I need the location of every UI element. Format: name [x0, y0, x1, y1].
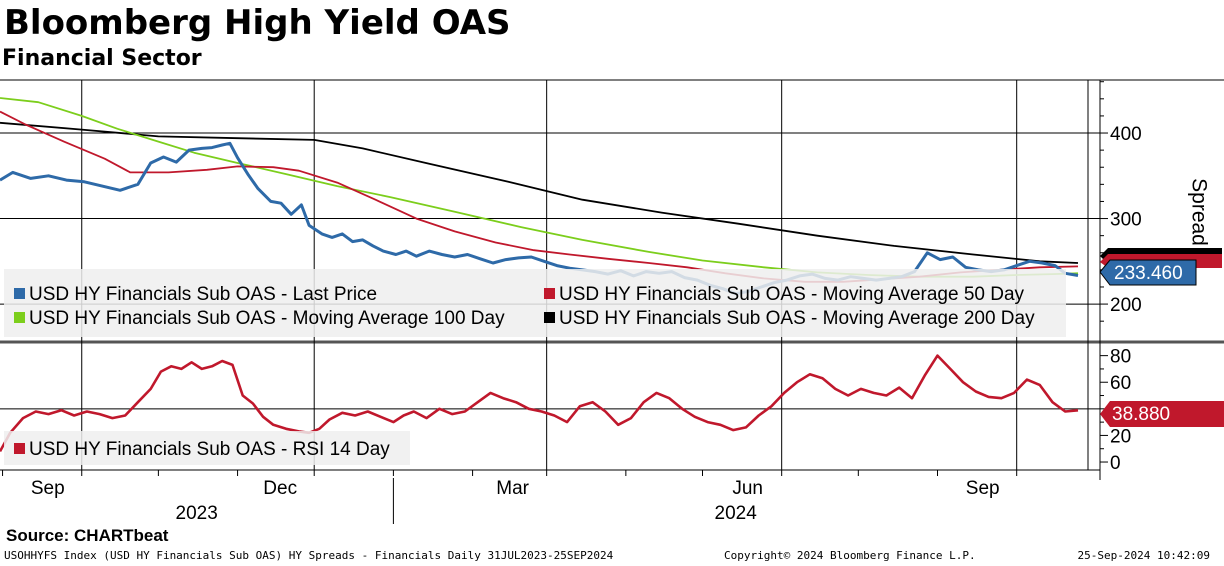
upper-legend-background — [4, 269, 1066, 337]
legend-label: USD HY Financials Sub OAS - Moving Avera… — [559, 284, 1025, 305]
rsi-tick-label: 0 — [1110, 453, 1121, 474]
legend-swatch — [544, 312, 555, 323]
legend-swatch — [14, 288, 25, 299]
footer-copyright: Copyright© 2024 Bloomberg Finance L.P. — [724, 549, 976, 562]
series-line — [0, 97, 1079, 278]
year-label-2024: 2024 — [715, 503, 758, 524]
x-tick-label: Jun — [732, 478, 763, 499]
y-tick-label: 300 — [1110, 210, 1142, 231]
series-line — [0, 354, 1079, 453]
legend-label: USD HY Financials Sub OAS - Last Price — [29, 284, 377, 305]
chart-subtitle: Financial Sector — [2, 46, 202, 71]
lower-series-layer — [0, 354, 1079, 453]
axes-layer: 400300200806040200SepDecMarJunSep2023202… — [2, 81, 1224, 524]
x-tick-label: Mar — [496, 478, 529, 499]
rsi-tick-label: 20 — [1110, 426, 1131, 447]
legend-label: USD HY Financials Sub OAS - Moving Avera… — [559, 308, 1035, 329]
last-price-value-tag — [1099, 259, 1197, 286]
rsi-tick-label: 80 — [1110, 347, 1131, 368]
x-tick-label: Dec — [263, 478, 297, 499]
series-line — [0, 121, 1079, 264]
legend-label: USD HY Financials Sub OAS - Moving Avera… — [29, 308, 505, 329]
legend-swatch — [14, 312, 25, 323]
rsi-value-label: 38.880 — [1112, 404, 1170, 425]
x-tick-label: Sep — [966, 478, 1000, 499]
chart-title: Bloomberg High Yield OAS — [4, 3, 511, 43]
upper-series-layer — [0, 97, 1079, 296]
footer-timestamp: 25-Sep-2024 10:42:09 — [1077, 549, 1210, 562]
legend-label: USD HY Financials Sub OAS - RSI 14 Day — [29, 439, 390, 460]
rsi-tick-label: 60 — [1110, 373, 1131, 394]
y-tick-label: 200 — [1110, 295, 1142, 316]
rsi-legend: USD HY Financials Sub OAS - RSI 14 Day — [4, 431, 410, 465]
legend-swatch — [544, 288, 555, 299]
legend-swatch — [14, 443, 25, 454]
legend-layer: USD HY Financials Sub OAS - Last Price US… — [4, 269, 1066, 465]
last-price-value-label: 233.460 — [1114, 263, 1183, 284]
source-label: Source: CHARTbeat — [6, 526, 169, 545]
y-axis-title: Spread — [1188, 178, 1211, 246]
upper-legend: USD HY Financials Sub OAS - Last Price US… — [4, 269, 1066, 337]
y-tick-label: 400 — [1110, 124, 1142, 145]
rsi-legend-background — [4, 431, 410, 465]
footer-description: USOHHYFS Index (USD HY Financials Sub OA… — [4, 549, 614, 562]
rsi-value-tag — [1100, 401, 1224, 427]
x-tick-label: Sep — [31, 478, 65, 499]
year-label-2023: 2023 — [176, 503, 218, 524]
